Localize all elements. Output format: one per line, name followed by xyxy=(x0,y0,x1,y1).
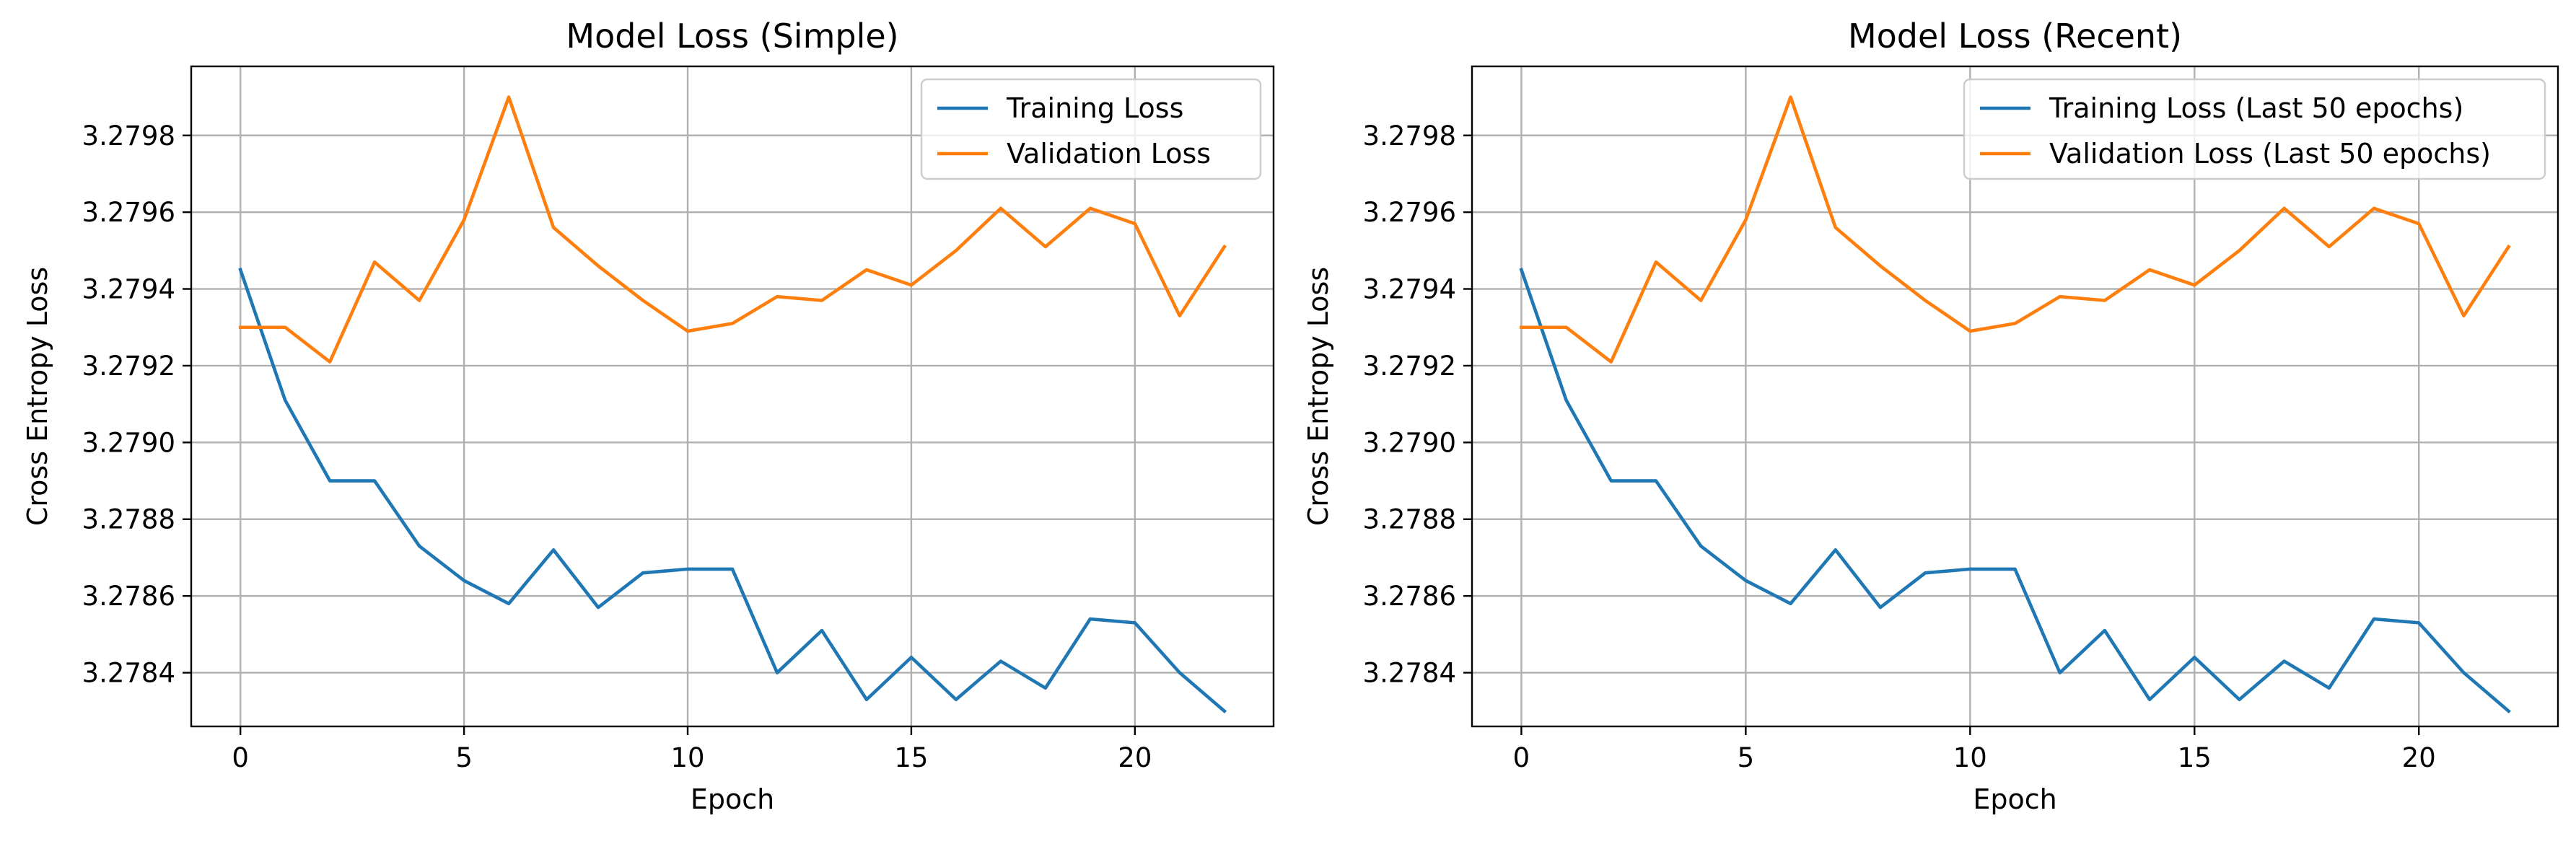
y-tick-label: 3.2784 xyxy=(82,658,175,689)
legend: Training Loss Validation Loss xyxy=(920,78,1262,180)
x-axis-label: Epoch xyxy=(1973,783,2056,815)
y-tick-label: 3.2798 xyxy=(1363,120,1456,151)
x-axis-label: Epoch xyxy=(691,783,774,815)
x-tick-label: 20 xyxy=(1118,742,1152,773)
y-tick-label: 3.2796 xyxy=(1363,197,1456,228)
y-tick-label: 3.2796 xyxy=(82,197,175,228)
axes-frame xyxy=(190,65,1275,728)
series-line-1 xyxy=(1519,268,2511,713)
x-tick-label: 10 xyxy=(1953,742,1987,773)
x-tick-label: 0 xyxy=(1513,742,1530,773)
y-axis-label: Cross Entropy Loss xyxy=(1302,267,1334,526)
x-tick-label: 15 xyxy=(2178,742,2212,773)
legend-box xyxy=(1963,78,2546,180)
legend-box xyxy=(920,78,1262,180)
y-tick-label: 3.2798 xyxy=(82,120,175,151)
y-tick-label: 3.2792 xyxy=(1363,351,1456,382)
x-tick-label: 0 xyxy=(232,742,249,773)
y-tick-label: 3.2790 xyxy=(1363,427,1456,458)
x-tick-label: 15 xyxy=(894,742,928,773)
y-tick-label: 3.2784 xyxy=(1363,658,1456,689)
axes-frame xyxy=(1471,65,2559,728)
legend-label-1: Training Loss xyxy=(1006,92,1183,124)
chart-panel-1: 0 5 10 15 20 3.2784 3.2786 3.2788 3.2790 3.2792 3.… xyxy=(22,17,1275,815)
x-tick-label: 20 xyxy=(2402,742,2436,773)
y-tick-label: 3.2794 xyxy=(82,274,175,305)
series-line-2 xyxy=(238,95,1227,364)
y-tick-label: 3.2792 xyxy=(82,351,175,382)
y-tick-label: 3.2794 xyxy=(1363,274,1456,305)
chart-panel-2: 0 5 10 15 20 3.2784 3.2786 3.2788 3.2790 3.2792 3.… xyxy=(1302,17,2559,815)
chart-title: Model Loss (Simple) xyxy=(566,17,898,56)
legend-label-1: Training Loss (Last 50 epochs) xyxy=(2049,92,2463,124)
series-line-1 xyxy=(238,268,1227,713)
y-axis-label: Cross Entropy Loss xyxy=(22,267,53,526)
y-tick-label: 3.2786 xyxy=(1363,581,1456,612)
y-tick-label: 3.2788 xyxy=(1363,504,1456,535)
legend-label-2: Validation Loss xyxy=(1007,138,1211,170)
y-tick-label: 3.2790 xyxy=(82,427,175,458)
chart-title: Model Loss (Recent) xyxy=(1848,17,2182,56)
x-tick-label: 5 xyxy=(455,742,473,773)
series-line-2 xyxy=(1520,95,2511,364)
legend: Training Loss (Last 50 epochs) Validation… xyxy=(1963,78,2546,180)
y-tick-label: 3.2788 xyxy=(82,504,175,535)
x-tick-label: 10 xyxy=(670,742,704,773)
x-tick-label: 5 xyxy=(1738,742,1755,773)
y-tick-label: 3.2786 xyxy=(82,581,175,612)
legend-label-2: Validation Loss (Last 50 epochs) xyxy=(2049,138,2491,170)
